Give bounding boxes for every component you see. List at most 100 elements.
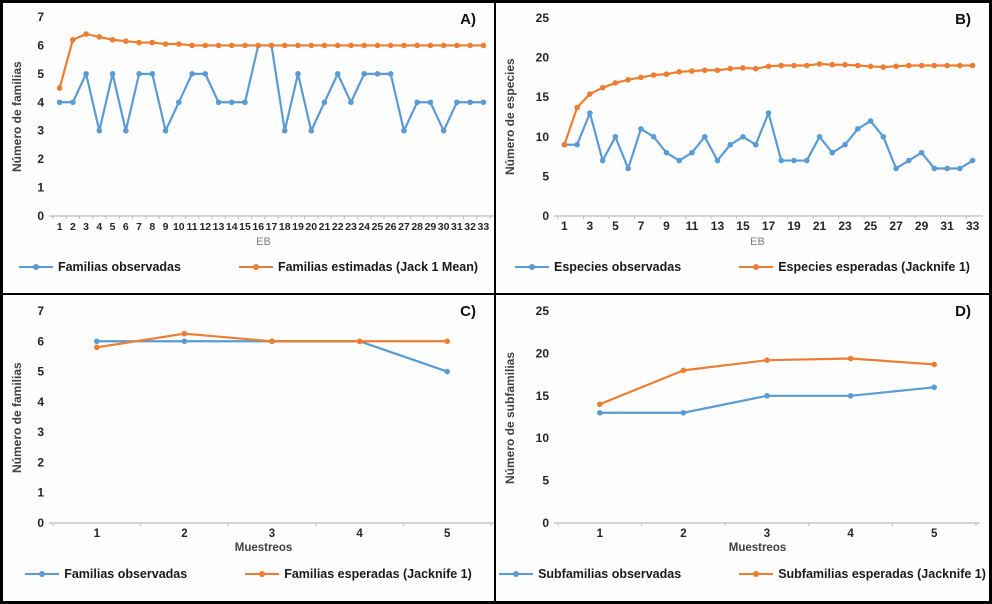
- data-point-marker: [444, 368, 451, 375]
- data-point-marker: [348, 42, 354, 49]
- data-point-marker: [803, 62, 810, 69]
- data-point-marker: [689, 149, 695, 156]
- data-point-marker: [281, 127, 288, 134]
- data-point-marker: [136, 39, 142, 46]
- x-tick-label: 31: [940, 219, 954, 233]
- y-tick-label: 0: [542, 209, 549, 223]
- y-tick-label: 0: [37, 209, 44, 223]
- data-point-marker: [361, 42, 367, 49]
- data-point-marker: [334, 42, 341, 49]
- legend-label: Especies observadas: [554, 260, 682, 274]
- data-point-marker: [599, 84, 606, 91]
- data-point-marker: [931, 384, 937, 391]
- data-point-marker: [740, 134, 746, 140]
- x-tick-label: 3: [83, 221, 89, 233]
- data-point-marker: [181, 338, 188, 345]
- data-point-marker: [96, 34, 103, 40]
- data-point-marker: [321, 42, 328, 49]
- y-tick-label: 25: [536, 304, 550, 318]
- data-point-marker: [281, 42, 288, 49]
- y-tick-label: 5: [542, 474, 549, 488]
- legend-label: Familias observadas: [64, 567, 188, 581]
- data-point-marker: [957, 62, 963, 69]
- y-tick-label: 2: [37, 152, 44, 166]
- data-point-marker: [440, 42, 447, 49]
- data-point-marker: [714, 67, 721, 74]
- data-point-marker: [944, 62, 950, 69]
- y-tick-label: 4: [37, 395, 44, 409]
- plot-area-d: 0 5 10 15 20 25 1 2 3 4 5: [536, 304, 980, 540]
- panel-label-b: B): [955, 11, 971, 28]
- data-point-marker: [587, 91, 593, 97]
- legend-marker-blue-icon: [18, 263, 53, 271]
- data-point-marker: [176, 99, 182, 106]
- data-point-marker: [597, 401, 603, 408]
- y-tick-label: 5: [37, 365, 44, 379]
- data-point-marker: [295, 42, 301, 49]
- data-point-marker: [70, 36, 76, 43]
- data-point-marker: [574, 104, 580, 111]
- legend-c: Familias observadas Familias esperadas (…: [3, 567, 494, 581]
- plot-area-c: 0 1 2 3 4 5 6 7 1 2 3 4 5: [37, 304, 494, 540]
- x-tick-label: 28: [411, 221, 423, 233]
- x-tick-label: 17: [762, 219, 776, 233]
- data-point-marker: [727, 141, 734, 148]
- legend-marker-blue-icon: [25, 570, 60, 578]
- data-point-marker: [440, 127, 447, 134]
- legend-item-expected: Especies esperadas (Jacknife 1): [739, 260, 970, 274]
- data-point-marker: [957, 165, 963, 172]
- x-tick-label: 24: [358, 221, 370, 233]
- data-point-marker: [123, 127, 129, 134]
- y-tick-label: 5: [37, 67, 44, 81]
- data-point-marker: [778, 62, 785, 69]
- legend-item-observed: Familias observadas: [25, 567, 187, 581]
- panel-b: 0 5 10 15 20 25 1 3 5 7 9 11 13 15 17 19 21 23 25 27 29 31 33 …: [496, 3, 989, 295]
- data-point-marker: [467, 42, 473, 49]
- data-point-marker: [842, 141, 848, 148]
- data-point-marker: [701, 67, 708, 74]
- data-point-marker: [880, 64, 887, 70]
- data-point-marker: [969, 157, 976, 164]
- data-point-marker: [414, 42, 420, 49]
- data-point-marker: [867, 118, 874, 124]
- data-point-marker: [202, 71, 209, 77]
- x-tick-label: 26: [385, 221, 397, 233]
- data-point-marker: [625, 165, 631, 172]
- x-tick-label: 18: [279, 221, 291, 233]
- data-point-marker: [480, 42, 487, 49]
- data-point-marker: [764, 357, 770, 363]
- x-tick-label: 5: [612, 219, 619, 233]
- y-tick-label: 1: [37, 486, 44, 500]
- legend-marker-blue-icon: [499, 570, 534, 578]
- data-point-marker: [387, 42, 394, 49]
- y-tick-label: 10: [536, 431, 550, 445]
- data-point-marker: [162, 127, 169, 134]
- x-tick-label: 13: [711, 219, 725, 233]
- data-point-marker: [268, 42, 275, 49]
- data-point-marker: [752, 65, 759, 72]
- data-point-marker: [625, 76, 631, 83]
- y-tick-label: 20: [536, 346, 550, 360]
- data-point-marker: [765, 110, 772, 116]
- legend-marker-orange-icon: [238, 263, 273, 271]
- data-point-marker: [791, 157, 797, 164]
- x-tick-label: 3: [269, 528, 275, 540]
- x-tick-label: 3: [764, 528, 770, 540]
- x-tick-label: 32: [464, 221, 476, 233]
- data-point-marker: [356, 338, 363, 345]
- data-point-marker: [387, 71, 394, 77]
- x-tick-label: 29: [915, 219, 929, 233]
- x-tick-label: 1: [57, 221, 63, 233]
- data-point-marker: [778, 157, 785, 164]
- data-point-marker: [680, 367, 687, 374]
- data-point-marker: [842, 61, 848, 68]
- data-point-marker: [56, 85, 63, 91]
- series-line: [58, 32, 485, 90]
- panel-d: 0 5 10 15 20 25 1 2 3 4 5 Número de subfamilias D)…: [496, 295, 989, 601]
- x-tick-label: 1: [94, 528, 101, 540]
- data-point-marker: [816, 134, 823, 140]
- x-tick-label: 1: [597, 528, 604, 540]
- x-axis-title-d: Muestreos: [728, 542, 787, 554]
- y-axis-title-a: Número de familias: [10, 61, 24, 173]
